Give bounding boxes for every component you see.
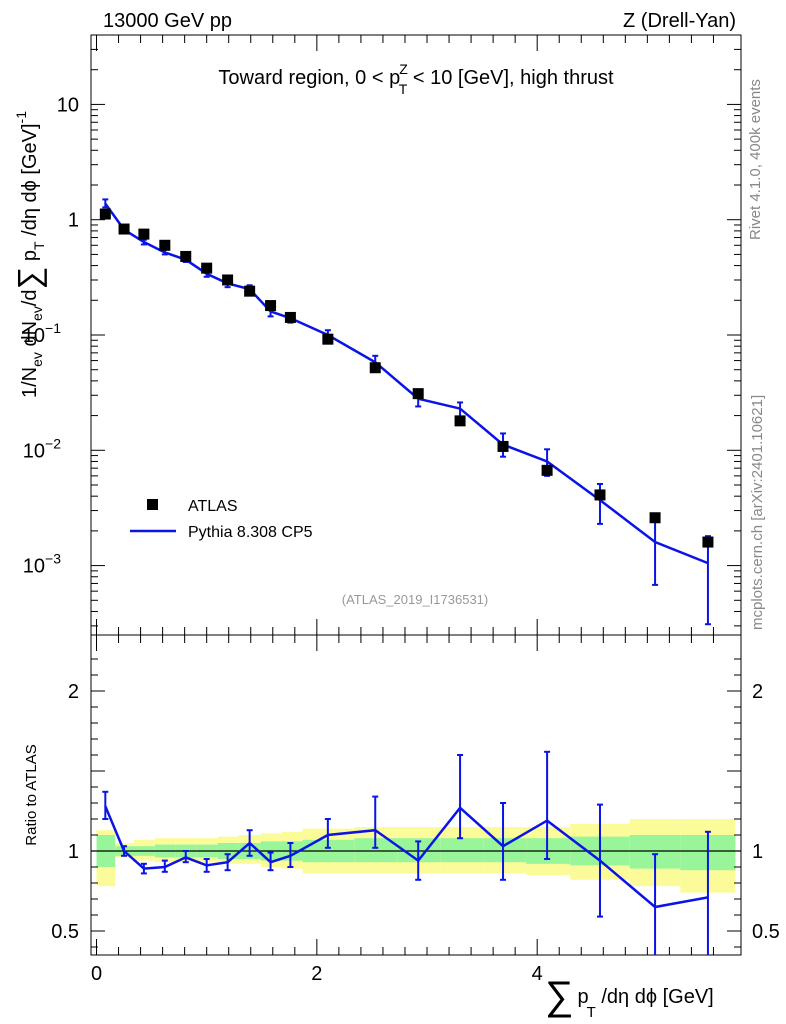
x-tick-label: 0 <box>91 963 102 985</box>
atlas-data-point <box>118 223 130 235</box>
ratio-series-line <box>104 805 709 909</box>
x-axis-label: ∑ p T /dη dϕ [GeV] <box>545 974 714 1021</box>
atlas-data-point <box>284 311 296 323</box>
atlas-data-point <box>222 274 234 286</box>
ratio-y-tick-label-left: 0.5 <box>51 921 79 943</box>
main-plot-frame <box>90 34 742 636</box>
atlas-data-point <box>454 415 466 427</box>
ratio-band-inner <box>483 838 527 863</box>
rivet-label: Rivet 4.1.0, 400k events <box>747 79 764 240</box>
atlas-data-point <box>541 464 553 476</box>
atlas-data-point <box>412 388 424 400</box>
header-right: Z (Drell-Yan) <box>623 10 736 32</box>
ratio-y-tick-label-right: 0.5 <box>752 921 780 943</box>
atlas-data-point <box>265 300 277 312</box>
main-y-axis-label: 1/Nev dNev/d∑ pT /dη dϕ [GeV]-1 <box>11 111 47 398</box>
atlas-data-point <box>497 440 509 452</box>
main-y-tick-label: 10−1 <box>23 320 61 347</box>
ratio-data-marks <box>102 750 711 955</box>
main-y-tick-label: 10−3 <box>23 551 61 578</box>
main-axes: 10−3 10−2 10−1 1 10 <box>23 34 741 635</box>
ratio-plot-frame <box>90 634 742 956</box>
legend-label-atlas: ATLAS <box>188 498 238 515</box>
ratio-y-tick-label-left: 1 <box>68 841 79 863</box>
main-y-tick-label: 10 <box>57 94 79 116</box>
main-y-tick-label: 1 <box>68 210 79 232</box>
mcplots-label: mcplots.cern.ch [arXiv:2401.10621] <box>749 395 766 630</box>
ratio-y-tick-label-left: 2 <box>68 681 79 703</box>
main-data-marks <box>99 198 714 626</box>
atlas-data-point <box>322 333 334 345</box>
atlas-data-point <box>594 489 606 501</box>
ratio-y-axis-label: Ratio to ATLAS <box>23 744 40 845</box>
atlas-data-point <box>702 536 714 548</box>
main-y-tick-label: 10−2 <box>23 435 61 462</box>
legend-marker-atlas <box>147 499 158 510</box>
atlas-data-point <box>201 262 213 274</box>
atlas-data-point <box>369 362 381 374</box>
x-tick-label: 4 <box>532 963 543 985</box>
legend-label-pythia: Pythia 8.308 CP5 <box>188 524 313 541</box>
ratio-y-tick-label-right: 1 <box>752 841 763 863</box>
analysis-watermark: (ATLAS_2019_I1736531) <box>342 592 488 607</box>
atlas-data-point <box>649 512 661 524</box>
atlas-data-point <box>180 250 192 262</box>
header-left: 13000 GeV pp <box>103 10 232 32</box>
atlas-data-point <box>99 208 111 220</box>
ratio-y-tick-label-right: 2 <box>752 681 763 703</box>
plot-title: Toward region, 0 < pZ T < 10 [GeV], high … <box>218 61 614 97</box>
atlas-data-point <box>244 285 256 297</box>
ratio-band-inner <box>440 838 484 863</box>
ratio-uncertainty-bands <box>96 819 736 893</box>
x-tick-label: 2 <box>311 963 322 985</box>
atlas-data-point <box>159 239 171 251</box>
atlas-data-point <box>138 228 150 240</box>
ratio-axes: 0 2 4 0.5 0.5 1 1 2 2 <box>51 635 780 985</box>
